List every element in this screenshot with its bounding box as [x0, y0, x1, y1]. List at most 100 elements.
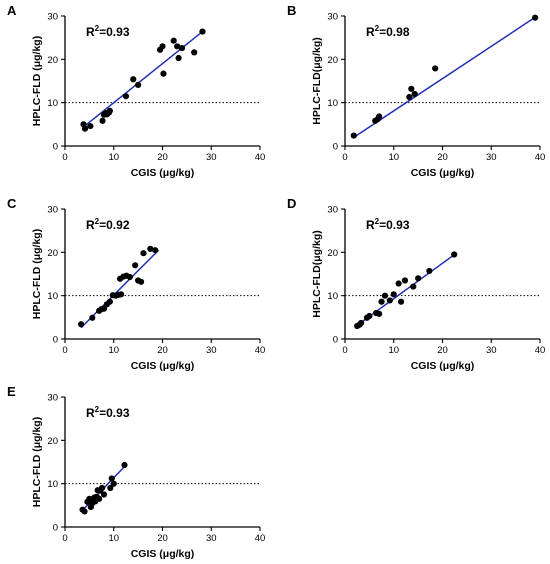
panel-letter: A	[7, 3, 17, 18]
x-axis-title: CGIS (μg/kg)	[411, 167, 475, 179]
x-tick-label: 0	[62, 345, 67, 356]
panel-letter: D	[287, 196, 296, 211]
data-point	[96, 495, 103, 502]
y-axis-title: HPLC-FLD (μg/kg)	[31, 417, 43, 507]
y-tick-label: 20	[327, 248, 338, 259]
y-tick-label: 0	[53, 523, 58, 534]
data-point	[199, 28, 206, 35]
data-point	[107, 484, 114, 492]
y-tick-label: 10	[47, 98, 58, 109]
data-point	[81, 508, 88, 515]
y-tick-label: 0	[333, 335, 338, 346]
y-axis-title: HPLC-FLD(μg/kg)	[311, 230, 323, 318]
x-axis-title: CGIS (μg/kg)	[411, 360, 475, 372]
x-tick-label: 20	[157, 533, 168, 544]
r2-letter: R	[86, 218, 95, 232]
y-tick-label: 30	[47, 205, 58, 216]
x-tick-label: 10	[108, 533, 119, 544]
data-point	[121, 461, 128, 469]
x-tick-label: 40	[255, 152, 266, 163]
data-point	[175, 54, 182, 62]
x-axis-title: CGIS (μg/kg)	[131, 167, 195, 179]
data-point	[532, 14, 539, 21]
r2-superscript: 2	[95, 217, 100, 226]
x-tick-label: 40	[255, 345, 266, 356]
data-point	[432, 65, 439, 72]
data-point	[366, 312, 373, 320]
data-point	[390, 291, 397, 298]
data-point	[126, 273, 133, 281]
y-tick-label: 10	[327, 98, 338, 109]
regression-line	[355, 253, 456, 327]
regression-line	[83, 31, 203, 128]
x-tick-label: 10	[108, 345, 119, 356]
x-tick-label: 10	[108, 152, 119, 163]
panel-a: A 0 10 20 30 40 0 10 20 30 CGIS (μg/kg) HPLC-FLD (μ…	[7, 3, 265, 179]
data-point	[170, 37, 177, 44]
y-tick-label: 0	[333, 142, 338, 153]
y-tick-label: 30	[47, 393, 58, 404]
data-point	[178, 44, 186, 52]
data-point	[397, 298, 405, 305]
data-point	[87, 122, 94, 130]
r2-value: =0.93	[99, 25, 130, 39]
panel-b: B 0 10 20 30 40 0 10 20 30 CGIS (μg/kg) HPLC-FLD(μg…	[287, 3, 545, 179]
r2-letter: R	[86, 406, 95, 420]
data-point	[77, 321, 85, 328]
data-point	[401, 277, 409, 284]
x-tick-label: 0	[342, 152, 347, 163]
x-tick-label: 10	[388, 152, 399, 163]
data-point	[160, 70, 167, 77]
data-point	[135, 81, 142, 88]
x-tick-label: 20	[157, 152, 168, 163]
y-tick-label: 30	[47, 12, 58, 23]
data-point	[98, 484, 106, 492]
r2-annotation: R2=0.93	[366, 217, 410, 232]
r2-superscript: 2	[375, 217, 380, 226]
data-point	[99, 117, 106, 124]
data-point	[350, 132, 357, 139]
x-tick-label: 20	[437, 152, 448, 163]
r2-annotation: R2=0.93	[86, 24, 130, 39]
data-point	[378, 298, 385, 305]
data-point	[386, 297, 393, 304]
data-point	[110, 480, 117, 487]
y-tick-label: 10	[47, 479, 58, 490]
data-point	[191, 49, 198, 56]
data-point	[81, 125, 89, 132]
data-point	[381, 292, 389, 299]
r2-superscript: 2	[375, 24, 380, 33]
r2-annotation: R2=0.92	[86, 217, 130, 232]
data-point	[89, 314, 96, 321]
x-tick-label: 30	[206, 152, 217, 163]
data-point	[410, 283, 417, 290]
x-axis-title: CGIS (μg/kg)	[131, 548, 195, 560]
x-tick-label: 0	[62, 533, 67, 544]
data-point	[108, 475, 115, 482]
data-point	[137, 278, 145, 285]
data-point	[451, 251, 458, 258]
x-tick-label: 20	[437, 345, 448, 356]
x-tick-label: 30	[206, 533, 217, 544]
data-point	[106, 298, 113, 305]
x-tick-label: 40	[535, 345, 546, 356]
data-point	[159, 43, 166, 50]
x-tick-label: 0	[342, 345, 347, 356]
r2-superscript: 2	[95, 405, 100, 414]
data-point	[406, 93, 413, 101]
regression-line	[353, 16, 536, 138]
data-point	[130, 76, 137, 83]
data-point	[140, 250, 147, 257]
r2-letter: R	[366, 25, 375, 39]
x-tick-label: 40	[255, 533, 266, 544]
r2-annotation: R2=0.93	[86, 405, 130, 420]
x-axis-title: CGIS (μg/kg)	[131, 360, 195, 372]
x-tick-label: 10	[388, 345, 399, 356]
r2-letter: R	[86, 25, 95, 39]
y-tick-label: 20	[47, 436, 58, 447]
y-axis-title: HPLC-FLD (μg/kg)	[31, 229, 43, 319]
r2-value: =0.92	[99, 218, 130, 232]
y-tick-label: 10	[327, 291, 338, 302]
x-tick-label: 30	[486, 345, 497, 356]
